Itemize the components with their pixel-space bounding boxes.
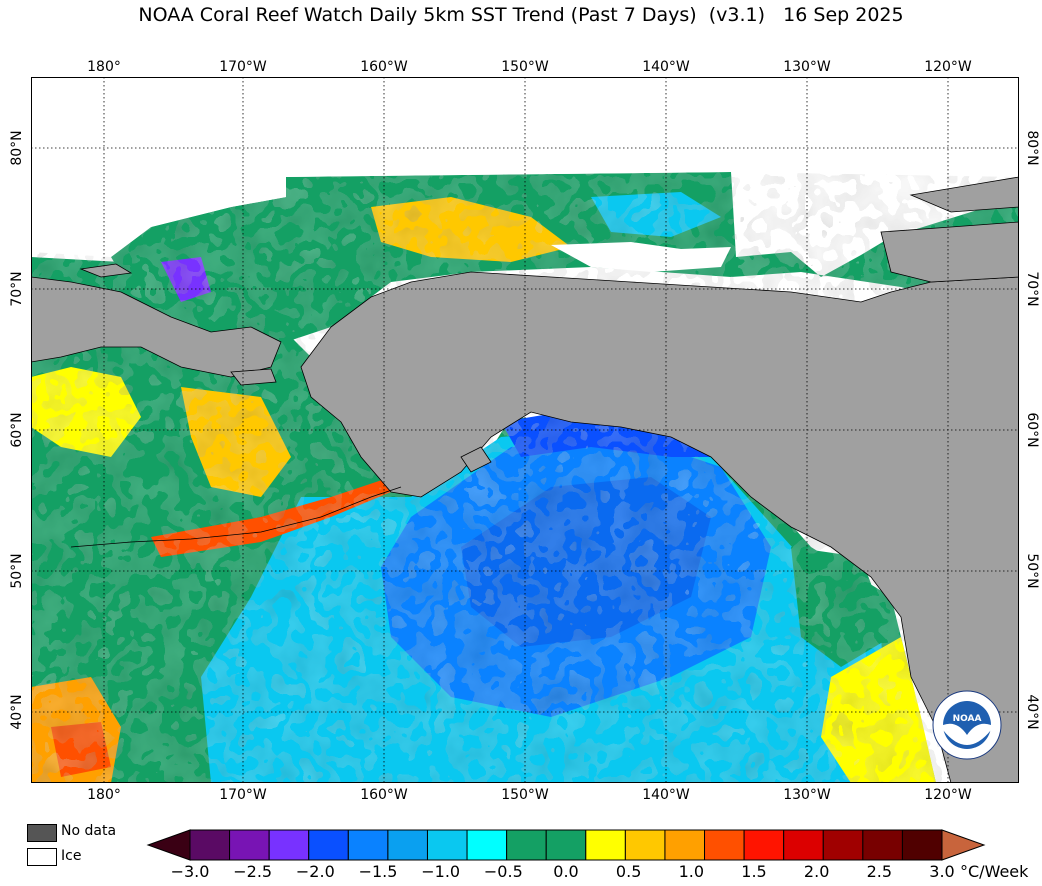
colorbar-tick-label: 0.5 — [615, 862, 642, 881]
colorbar-swatch — [229, 829, 270, 861]
colorbar — [146, 829, 986, 861]
colorbar-tick-label: −2.0 — [295, 862, 335, 881]
lon-label-top: 160°W — [360, 59, 408, 75]
lat-label-right: 60°N — [1024, 412, 1040, 448]
land-aleutians — [70, 486, 402, 548]
colorbar-tick-label: −0.5 — [483, 862, 523, 881]
lon-label-bottom: 170°W — [219, 787, 267, 803]
lon-label-top: 120°W — [924, 59, 972, 75]
lon-label-top: 170°W — [219, 59, 267, 75]
legend-no-data-swatch — [27, 824, 57, 842]
lat-label-right: 40°N — [1024, 694, 1040, 730]
map-frame — [31, 77, 1019, 783]
colorbar-swatch — [704, 829, 745, 861]
colorbar-swatch — [783, 829, 824, 861]
colorbar-swatch — [347, 829, 389, 861]
graticule — [31, 77, 1019, 783]
land-chukotka — [31, 276, 282, 378]
lat-label-left: 50°N — [9, 553, 25, 589]
colorbar-swatch — [268, 829, 310, 861]
colorbar-tick-label: 1.5 — [741, 862, 767, 881]
lon-label-top: 180° — [87, 59, 121, 75]
legend-ice-swatch — [27, 848, 57, 866]
colorbar-tick-label: 2.5 — [866, 862, 893, 881]
noaa-logo: NOAA — [932, 690, 1002, 760]
colorbar-tick-label: 2.0 — [803, 862, 830, 881]
lon-label-bottom: 130°W — [783, 787, 831, 803]
colorbar-tick-label: 1.0 — [678, 862, 705, 881]
lat-label-right: 80°N — [1024, 130, 1040, 166]
colorbar-swatch — [426, 829, 468, 861]
land-st-lawrence — [230, 368, 277, 386]
colorbar-swatch — [545, 829, 587, 861]
lat-label-right: 70°N — [1024, 271, 1040, 307]
colorbar-swatch — [189, 829, 231, 861]
colorbar-swatch — [664, 829, 706, 861]
colorbar-swatch — [624, 829, 666, 861]
colorbar-swatch — [585, 829, 626, 861]
lat-label-left: 70°N — [9, 271, 25, 307]
colorbar-tick-label: −3.0 — [170, 862, 210, 881]
colorbar-swatch — [822, 829, 864, 861]
colorbar-tick-label: 3.0 — [929, 862, 955, 881]
colorbar-swatch — [743, 829, 785, 861]
land-masses — [31, 176, 1019, 783]
colorbar-tick-label: −2.5 — [233, 862, 273, 881]
lon-label-bottom: 160°W — [360, 787, 408, 803]
sst-trend-map[interactable] — [31, 77, 1019, 783]
logo-text: NOAA — [953, 714, 982, 724]
land-alaska-canada — [300, 271, 1019, 783]
ice-region-north — [31, 77, 1019, 257]
colorbar-tick-label: −1.5 — [358, 862, 398, 881]
lat-label-left: 60°N — [9, 412, 25, 448]
colorbar-swatch — [387, 829, 428, 861]
map-title: NOAA Coral Reef Watch Daily 5km SST Tren… — [138, 4, 904, 26]
ice-regions — [31, 77, 1019, 272]
lat-label-left: 80°N — [9, 130, 25, 166]
lon-label-bottom: 150°W — [501, 787, 549, 803]
lon-label-bottom: 180° — [87, 787, 121, 803]
legend-no-data-label: No data — [61, 823, 117, 839]
colorbar-tick-label: −1.0 — [421, 862, 461, 881]
lon-label-top: 150°W — [501, 59, 549, 75]
colorbar-under-arrow — [146, 829, 191, 861]
lat-label-left: 40°N — [9, 694, 25, 730]
logo-bird-shape — [943, 723, 991, 745]
lon-label-top: 130°W — [783, 59, 831, 75]
lat-label-right: 50°N — [1024, 553, 1040, 589]
lon-label-bottom: 120°W — [924, 787, 972, 803]
legend-ice-label: Ice — [61, 848, 82, 864]
colorbar-unit: °C/Week — [960, 862, 1029, 881]
land-kodiak — [460, 446, 492, 473]
lon-label-top: 140°W — [642, 59, 690, 75]
colorbar-swatch — [862, 829, 903, 861]
colorbar-swatch — [466, 829, 508, 861]
ice-region-beaufort — [551, 242, 731, 272]
lon-label-bottom: 140°W — [642, 787, 690, 803]
colorbar-swatch — [901, 829, 943, 861]
land-arctic-islands-2 — [909, 176, 1019, 213]
colorbar-swatch — [506, 829, 547, 861]
land-arctic-islands — [880, 221, 1019, 283]
colorbar-swatch — [308, 829, 349, 861]
colorbar-tick-label: 0.0 — [553, 862, 579, 881]
colorbar-over-arrow — [941, 829, 986, 861]
